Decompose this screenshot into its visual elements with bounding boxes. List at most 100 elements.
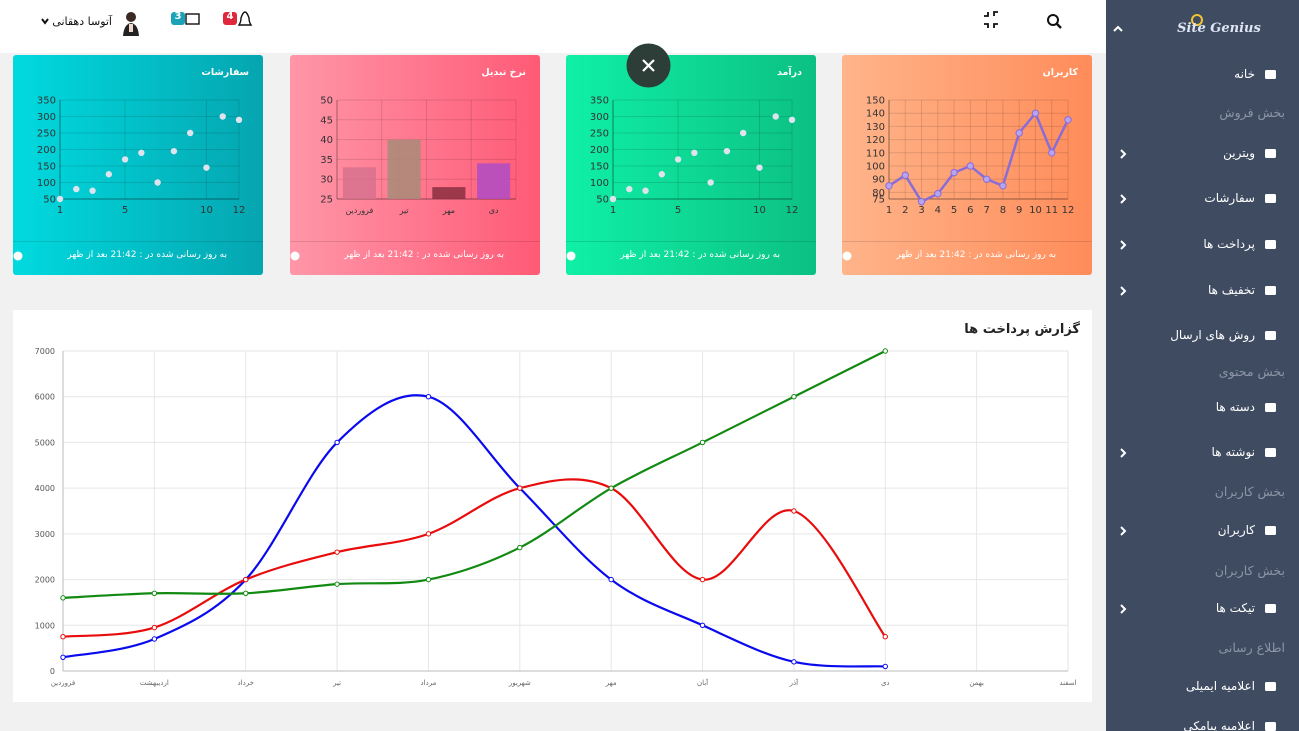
clock-icon	[290, 251, 300, 261]
sidebar-item[interactable]: ویترین	[1223, 146, 1255, 160]
sidebar-item[interactable]: اعلامیه پیامکی	[1183, 719, 1255, 731]
x-tick-label: 12	[1062, 205, 1075, 216]
y-tick-label: 100	[866, 162, 885, 173]
point	[56, 195, 64, 203]
panel-title: گزارش پرداخت ها	[964, 322, 1080, 337]
y-tick-label: 45	[320, 115, 333, 126]
x-tick-label: 1	[886, 205, 892, 216]
point	[425, 576, 432, 583]
point	[334, 549, 340, 555]
y-tick-label: 50	[596, 195, 609, 206]
sidebar-item[interactable]: نوشته ها	[1211, 445, 1255, 459]
point	[917, 197, 926, 206]
y-tick-label: 75	[872, 195, 885, 206]
clock-face	[290, 251, 300, 261]
point	[60, 595, 66, 601]
y-tick-label: 3000	[35, 530, 55, 539]
sidebar-item[interactable]: اعلامیه ایمیلی	[1185, 679, 1255, 693]
point	[203, 164, 210, 171]
card-separator	[842, 241, 1092, 242]
card-footer: به روز رسانی شده در : 21:42 بعد از ظهر	[896, 250, 1056, 260]
y-tick-label: 140	[866, 109, 885, 120]
notifications-icon[interactable]	[223, 11, 253, 26]
point	[674, 156, 682, 163]
compress-icon[interactable]	[984, 11, 998, 28]
x-tick-label: 12	[786, 205, 799, 216]
card-title: درآمد	[777, 67, 802, 78]
clock-icon	[13, 251, 23, 261]
point	[1048, 149, 1056, 157]
sidebar-icon	[1265, 682, 1276, 691]
card-chart: 50 100 150 200 250 300 350 1 5 10 12	[37, 96, 245, 217]
sidebar-section: اطلاع رسانی	[1218, 640, 1285, 655]
card-chart: 50 100 150 200 250 300 350 1 5 10 12	[590, 96, 799, 217]
messages-icon[interactable]	[171, 12, 200, 25]
card-footer: به روز رسانی شده در : 21:42 بعد از ظهر	[620, 250, 780, 260]
x-tick-label: آذر	[789, 678, 799, 687]
x-tick-label: 5	[675, 205, 681, 216]
sidebar-item[interactable]: کاربران	[1217, 523, 1255, 537]
x-tick-label: دی	[881, 679, 890, 687]
point	[626, 185, 633, 193]
y-tick-label: 100	[37, 178, 56, 189]
logo[interactable]: Site Genius	[1177, 21, 1261, 36]
point	[243, 576, 249, 583]
user-name[interactable]: آتوسا دهقانی	[52, 15, 112, 28]
x-tick-label: 3	[918, 205, 924, 216]
sidebar-item[interactable]: تیکت ها	[1215, 601, 1255, 615]
point	[1064, 116, 1072, 124]
expand-chevron	[1120, 448, 1127, 458]
payments-chart: 0 1000 2000 3000 4000 5000 6000 7000 فروردین اردی…	[35, 347, 1077, 687]
stat-card: 75 80 90 100 110 120 130 140 150 1 2 3 4 5 6 7 8 9 10 11 12 ک…	[842, 55, 1092, 275]
point	[151, 624, 158, 631]
y-tick-label: 90	[872, 175, 885, 186]
y-tick-label: 250	[37, 129, 56, 140]
sidebar-section: بخش کاربران	[1214, 484, 1285, 499]
clock-face	[566, 251, 576, 261]
sidebar-icon	[1265, 604, 1276, 613]
point	[151, 636, 158, 642]
point	[791, 659, 797, 665]
bar	[432, 187, 466, 199]
card-separator	[13, 241, 263, 242]
y-tick-label: 350	[590, 96, 609, 107]
y-tick-label: 1000	[35, 621, 55, 630]
x-tick-label: 10	[1029, 205, 1042, 216]
x-tick-label: فروردین	[345, 206, 373, 215]
sidebar-item[interactable]: روش های ارسال	[1170, 328, 1255, 342]
sidebar-item[interactable]: پرداخت ها	[1203, 237, 1255, 251]
point	[707, 179, 714, 186]
point	[950, 168, 958, 177]
point	[60, 634, 66, 640]
x-tick-label: تیر	[399, 206, 409, 215]
sidebar-item[interactable]: خانه	[1234, 67, 1255, 81]
y-tick-label: 35	[320, 155, 333, 166]
expand-chevron	[1120, 526, 1127, 536]
card-title: نرخ تبدیل	[481, 67, 526, 78]
y-tick-label: 150	[866, 96, 885, 107]
sidebar-item[interactable]: سفارشات	[1204, 191, 1255, 205]
collapse-chevron[interactable]	[1113, 25, 1123, 32]
notifications-badge: 4	[226, 11, 234, 22]
y-tick-label: 350	[37, 96, 56, 107]
y-tick-label: 50	[320, 96, 333, 107]
point	[699, 439, 706, 446]
expand-chevron	[1120, 286, 1127, 296]
x-tick-label: مهر	[605, 679, 617, 687]
avatar	[123, 12, 139, 36]
sidebar-icon	[1265, 722, 1276, 731]
point	[186, 129, 194, 137]
series-line	[62, 350, 886, 599]
sidebar-item[interactable]: تخفیف ها	[1208, 283, 1255, 297]
user-menu-chevron[interactable]	[41, 18, 49, 25]
expand-chevron	[1120, 149, 1127, 159]
card-chart: 25 30 35 40 45 50 فروردین تیر مهر دی	[320, 96, 517, 215]
y-tick-label: 150	[37, 162, 56, 173]
point	[691, 149, 698, 156]
close-button[interactable]	[626, 43, 671, 88]
x-tick-label: 4	[935, 205, 941, 216]
sidebar-item[interactable]: دسته ها	[1215, 400, 1255, 414]
sidebar-section: بخش کاربران	[1214, 563, 1285, 578]
search-icon[interactable]	[1047, 14, 1062, 29]
